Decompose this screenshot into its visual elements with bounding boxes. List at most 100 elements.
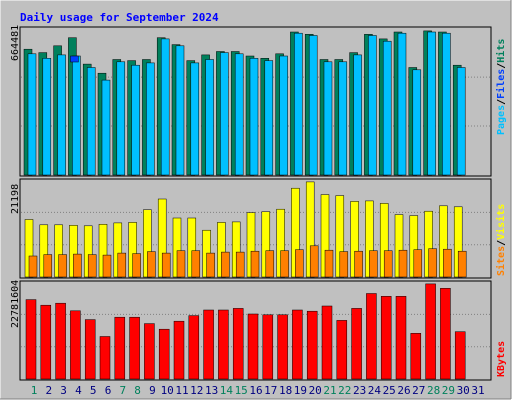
x-label-day-11: 11 <box>175 384 188 397</box>
x-label-day-26: 26 <box>397 384 410 397</box>
bar-files-day-20 <box>308 35 318 176</box>
x-label-day-30: 30 <box>457 384 470 397</box>
legend-sep-1: / <box>496 99 507 105</box>
legend-hits: Hits <box>495 39 507 63</box>
bar-files-day-15 <box>234 53 244 176</box>
bar-files-day-21 <box>323 61 333 176</box>
x-label-day-3: 3 <box>60 384 67 397</box>
hits-ymax-label: 664481 <box>10 25 21 61</box>
bar-kbytes-day-8 <box>129 316 140 380</box>
x-label-day-19: 19 <box>294 384 307 397</box>
bar-files-day-28 <box>427 31 436 176</box>
bar-sites-day-11 <box>176 250 186 278</box>
bar-kbytes-day-4 <box>70 310 81 380</box>
x-label-day-10: 10 <box>161 384 174 397</box>
bar-kbytes-day-21 <box>321 305 333 380</box>
bar-kbytes-day-16 <box>247 313 259 380</box>
bar-sites-day-23 <box>354 250 363 278</box>
bar-sites-day-30 <box>457 250 467 278</box>
x-label-day-17: 17 <box>264 384 277 397</box>
bar-files-day-17 <box>264 60 274 176</box>
bar-sites-day-3 <box>58 254 67 278</box>
bar-sites-day-29 <box>443 248 452 278</box>
bar-sites-day-5 <box>87 254 97 278</box>
bar-files-day-10 <box>160 38 170 176</box>
bar-sites-day-8 <box>132 253 141 278</box>
bar-sites-day-4 <box>73 253 82 278</box>
x-label-day-22: 22 <box>338 384 351 397</box>
bar-kbytes-day-2 <box>40 304 52 380</box>
x-label-day-2: 2 <box>45 384 52 397</box>
bar-sites-day-1 <box>28 255 38 278</box>
bar-kbytes-day-23 <box>351 308 362 380</box>
bar-kbytes-day-29 <box>440 288 451 380</box>
bar-sites-day-13 <box>206 252 215 278</box>
bars <box>23 30 467 380</box>
x-label-day-14: 14 <box>220 384 234 397</box>
bar-files-day-1 <box>27 53 37 176</box>
bar-sites-day-12 <box>191 250 201 278</box>
bar-sites-day-22 <box>339 251 349 278</box>
bar-pages-day-4 <box>70 55 79 63</box>
bar-files-day-23 <box>353 54 362 176</box>
bar-kbytes-day-7 <box>114 316 126 380</box>
x-label-day-9: 9 <box>149 384 156 397</box>
bar-kbytes-day-22 <box>336 320 348 380</box>
chart-title: Daily usage for September 2024 <box>20 11 219 24</box>
x-label-day-27: 27 <box>412 384 425 397</box>
bar-kbytes-day-27 <box>410 333 422 380</box>
x-label-day-6: 6 <box>105 384 112 397</box>
bar-sites-day-24 <box>369 250 378 278</box>
legend-sep-2: / <box>496 63 507 69</box>
bar-sites-day-9 <box>147 251 156 278</box>
panel-frame-visits <box>19 178 492 279</box>
bar-kbytes-day-3 <box>55 302 66 380</box>
bar-sites-day-6 <box>102 254 112 278</box>
bar-files-day-18 <box>279 55 288 176</box>
bar-files-day-5 <box>86 67 96 176</box>
bar-kbytes-day-25 <box>380 296 392 380</box>
panel-frame-kbytes <box>19 280 492 381</box>
legend-kbytes: KBytes <box>496 341 507 377</box>
x-label-day-25: 25 <box>383 384 396 397</box>
bar-files-day-30 <box>456 67 466 176</box>
x-day-labels: 1 2 3 4 5 6 7 8 9 10 11 12 13 14 15 16 17 18 19 20 21 22 23 24 2… <box>31 384 485 397</box>
bar-sites-day-2 <box>43 254 53 278</box>
bar-kbytes-day-30 <box>454 331 466 380</box>
bar-files-day-19 <box>294 32 303 176</box>
bar-sites-day-26 <box>398 249 408 278</box>
legend-sites: Sites <box>495 246 507 276</box>
panel-frame-hits <box>19 26 492 177</box>
x-label-day-4: 4 <box>75 384 82 397</box>
bar-files-day-11 <box>175 45 185 176</box>
x-label-day-15: 15 <box>235 384 248 397</box>
bar-kbytes-day-24 <box>366 293 377 380</box>
kbytes-ymax-label: 22781604 <box>10 280 21 328</box>
x-label-day-1: 1 <box>31 384 38 397</box>
bar-kbytes-day-26 <box>395 296 407 380</box>
bar-kbytes-day-10 <box>158 328 170 380</box>
bar-kbytes-day-6 <box>99 336 111 380</box>
bar-files-day-2 <box>42 58 52 176</box>
x-label-day-16: 16 <box>249 384 262 397</box>
bar-sites-day-16 <box>250 250 260 278</box>
x-label-day-29: 29 <box>442 384 455 397</box>
x-label-day-13: 13 <box>205 384 218 397</box>
bar-kbytes-day-5 <box>84 319 96 380</box>
bar-sites-day-17 <box>265 250 275 278</box>
bar-sites-day-21 <box>324 249 334 278</box>
x-label-day-24: 24 <box>368 384 382 397</box>
bar-files-day-22 <box>338 61 348 176</box>
svg-text:Sites/Visits: Sites/Visits <box>495 204 507 276</box>
bar-files-day-13 <box>205 59 214 176</box>
bar-files-day-29 <box>442 32 451 176</box>
svg-text:KBytes: KBytes <box>496 341 507 377</box>
bar-sites-day-7 <box>117 252 127 278</box>
bar-kbytes-day-19 <box>292 309 303 380</box>
bar-files-day-25 <box>382 40 392 176</box>
visits-ymax-label: 21198 <box>10 184 21 214</box>
bar-sites-day-15 <box>235 251 245 278</box>
x-label-day-21: 21 <box>323 384 336 397</box>
bar-kbytes-day-20 <box>306 310 318 380</box>
